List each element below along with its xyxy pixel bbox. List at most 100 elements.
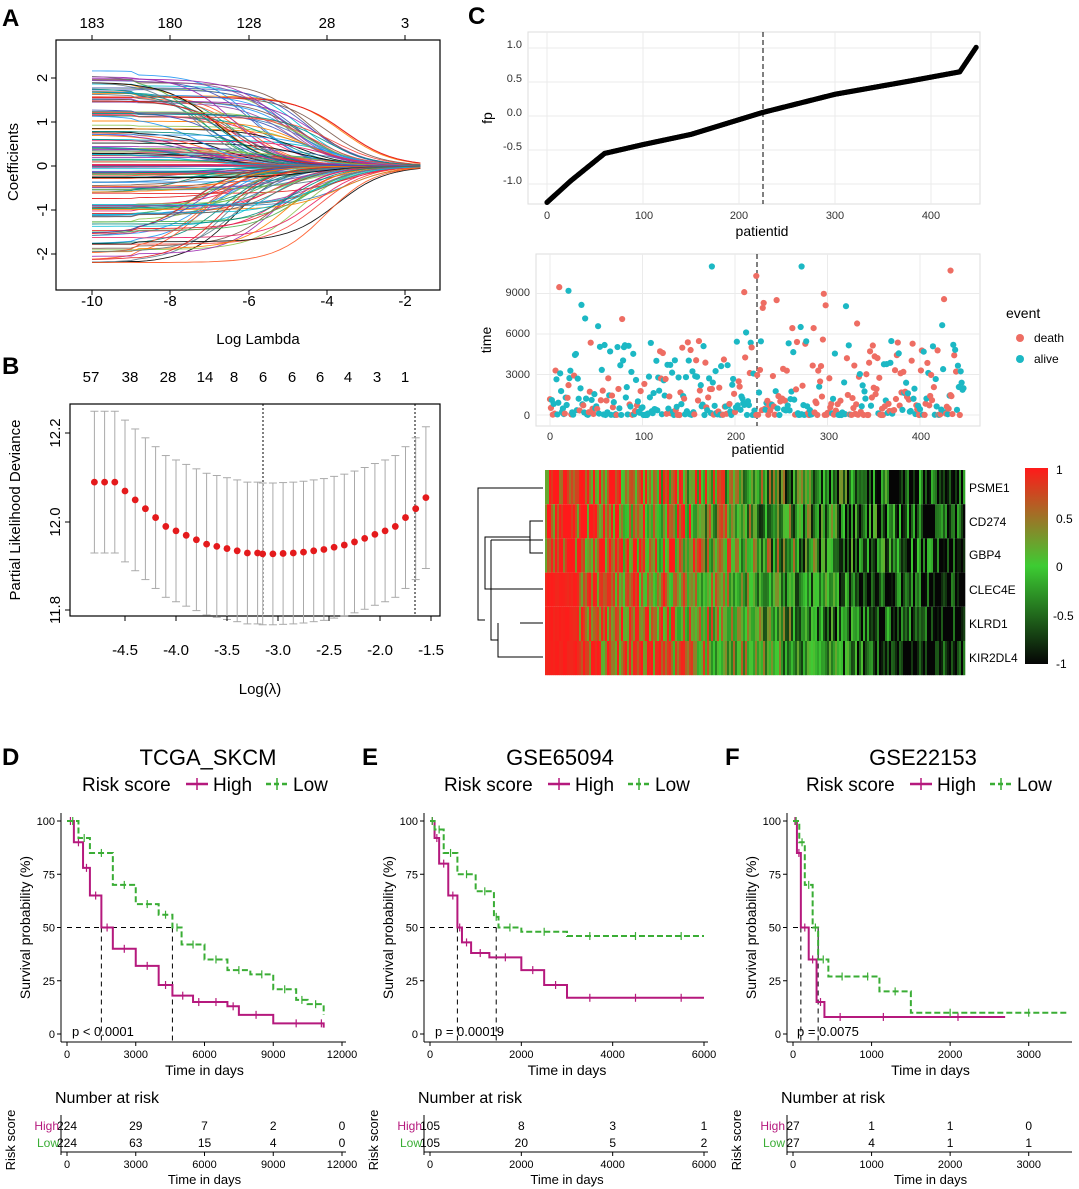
risk-low-count: 0 xyxy=(339,1136,346,1150)
death-point xyxy=(755,411,762,418)
heatmap-cell xyxy=(815,641,818,676)
heatmap-cell xyxy=(721,504,724,539)
heatmap-cell xyxy=(863,470,866,505)
death-point xyxy=(789,325,796,332)
coefficient-path xyxy=(92,166,421,206)
heatmap-cell xyxy=(865,538,868,573)
heatmap-cell xyxy=(751,470,754,505)
cv-point xyxy=(310,547,318,555)
panel-b-x-tick: -4.5 xyxy=(112,642,138,659)
heatmap-cell xyxy=(803,606,806,641)
heatmap-cell xyxy=(783,504,786,539)
heatmap-cell xyxy=(875,470,878,505)
heatmap-cell xyxy=(887,641,890,676)
heatmap-cell xyxy=(809,504,812,539)
heatmap-cell xyxy=(859,538,862,573)
heatmap-cell xyxy=(933,538,936,573)
heatmap-cell xyxy=(889,538,892,573)
heatmap-cell xyxy=(677,572,680,607)
heatmap-cell xyxy=(715,538,718,573)
heatmap-cell xyxy=(743,538,746,573)
heatmap-cell xyxy=(601,504,604,539)
heatmap-cell xyxy=(785,504,788,539)
x-tick-label: 2000 xyxy=(938,1049,962,1061)
panel-c-time-y-tick: 3000 xyxy=(506,369,530,381)
heatmap-cell xyxy=(843,504,846,539)
heatmap-cell xyxy=(569,606,572,641)
heatmap-cell xyxy=(701,572,704,607)
heatmap-cell xyxy=(953,470,956,505)
heatmap-cell xyxy=(863,606,866,641)
heatmap-cell xyxy=(921,470,924,505)
heatmap-cell xyxy=(629,504,632,539)
heatmap-cell xyxy=(677,641,680,676)
heatmap-cell xyxy=(817,606,820,641)
heatmap-cell xyxy=(745,641,748,676)
cv-point xyxy=(402,514,409,521)
heatmap-cell xyxy=(641,538,644,573)
death-point xyxy=(759,304,766,312)
death-point xyxy=(948,393,955,400)
alive-point xyxy=(565,287,572,294)
coefficient-path xyxy=(91,165,421,253)
heatmap-cell xyxy=(577,641,580,676)
heatmap-cell xyxy=(617,641,620,676)
heatmap-cell xyxy=(557,504,560,539)
alive-point xyxy=(862,395,869,402)
death-point xyxy=(619,315,626,323)
heatmap-cell xyxy=(703,504,706,539)
heatmap-cell xyxy=(795,641,798,676)
heatmap-cell xyxy=(883,470,886,505)
heatmap-cell xyxy=(661,606,664,641)
heatmap-cell xyxy=(687,470,690,505)
heatmap-cell xyxy=(843,606,846,641)
heatmap-cell xyxy=(701,641,704,676)
heatmap-cell xyxy=(591,641,594,676)
heatmap-cell xyxy=(735,572,738,607)
panel-b-y-tick: 12.2 xyxy=(47,418,64,447)
heatmap-cell xyxy=(669,572,672,607)
cv-point xyxy=(223,545,231,552)
heatmap-cell xyxy=(835,572,838,607)
heatmap-cell xyxy=(909,538,912,573)
heatmap-cell xyxy=(599,504,602,539)
heatmap-cell xyxy=(961,641,964,676)
heatmap-cell xyxy=(805,504,808,539)
heatmap-cell xyxy=(793,504,796,539)
panel-f-letter: F xyxy=(725,744,740,771)
heatmap-cell xyxy=(697,538,700,573)
heatmap-cell xyxy=(913,606,916,641)
heatmap-cell xyxy=(733,538,736,573)
heatmap-cell xyxy=(649,470,652,505)
alive-point xyxy=(553,376,560,383)
heatmap-cell xyxy=(727,504,730,539)
risk-x-tick-label: 0 xyxy=(427,1159,433,1171)
heatmap-cell xyxy=(595,606,598,641)
heatmap-cell xyxy=(787,470,790,505)
heatmap-cell xyxy=(717,538,720,573)
heatmap-cell xyxy=(587,504,590,539)
panel-b-top-count: 4 xyxy=(344,369,352,386)
heatmap-cell xyxy=(825,470,828,505)
heatmap-cell xyxy=(711,572,714,607)
death-point xyxy=(564,394,571,401)
heatmap-cell xyxy=(615,572,618,607)
heatmap-cell xyxy=(953,504,956,539)
cv-point xyxy=(391,523,399,530)
heatmap-cell xyxy=(639,572,642,607)
heatmap-cell xyxy=(571,504,574,539)
death-point xyxy=(863,371,870,378)
heatmap-cell xyxy=(793,538,796,573)
risk-x-tick-label: 3000 xyxy=(1016,1159,1040,1171)
panel-a-x-tick: -10 xyxy=(81,293,103,310)
heatmap-cell xyxy=(613,504,616,539)
heatmap-cell xyxy=(669,538,672,573)
heatmap-cell xyxy=(763,606,766,641)
heatmap-cell xyxy=(685,504,688,539)
heatmap-cell xyxy=(603,470,606,505)
heatmap-cell xyxy=(603,641,606,676)
heatmap-cell xyxy=(891,538,894,573)
death-point xyxy=(769,372,777,380)
heatmap-cell xyxy=(823,504,826,539)
heatmap-cell xyxy=(849,470,852,505)
